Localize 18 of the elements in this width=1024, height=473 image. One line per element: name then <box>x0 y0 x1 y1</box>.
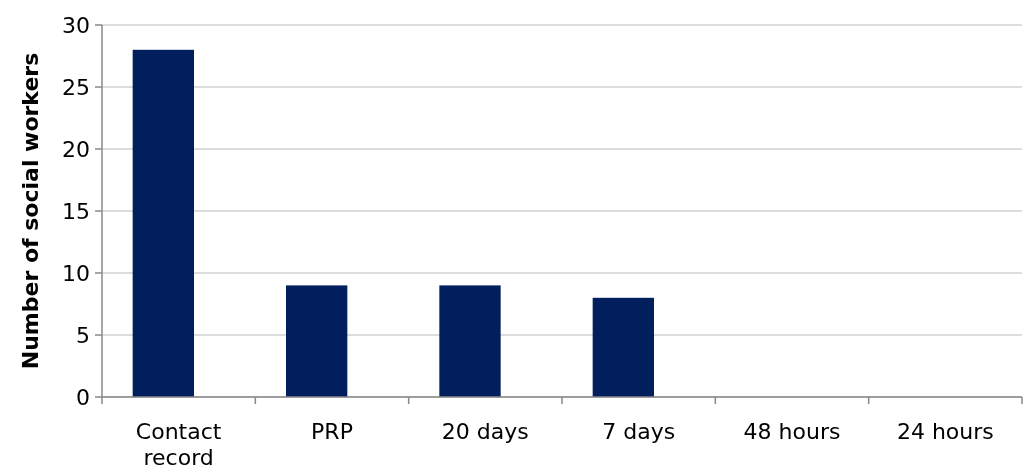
bar <box>439 285 501 397</box>
x-tick-label: 48 hours <box>743 419 841 444</box>
y-tick-label: 25 <box>62 74 90 100</box>
bar <box>592 297 654 397</box>
bar <box>132 49 194 397</box>
y-tick-label: 5 <box>76 322 90 348</box>
y-axis-title: Number of social workers <box>18 52 43 370</box>
y-tick-label: 10 <box>62 260 90 286</box>
x-tick-label: Contact record <box>135 419 222 470</box>
y-tick-label: 15 <box>62 198 90 224</box>
x-tick-label: 7 days <box>602 419 676 444</box>
x-tick-label: PRP <box>311 419 353 444</box>
bar <box>286 285 348 397</box>
x-tick-label: 20 days <box>441 419 529 444</box>
x-tick-label: 24 hours <box>896 419 994 444</box>
y-tick-label: 20 <box>62 136 90 162</box>
y-tick-label: 0 <box>76 384 90 410</box>
y-tick-label: 30 <box>62 12 90 38</box>
